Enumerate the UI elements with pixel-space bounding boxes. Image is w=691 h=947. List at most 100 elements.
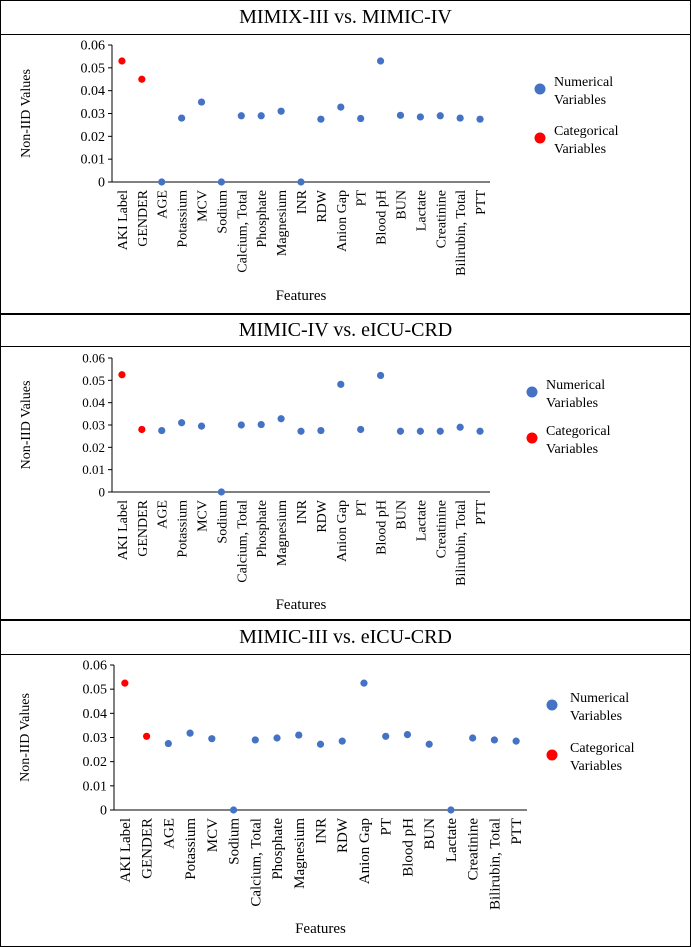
panel-1-legend-marker-2: [534, 132, 546, 144]
panel-1-category-label-creatinine: Creatinine: [434, 190, 449, 248]
panel-3-point-mcv: [208, 735, 216, 743]
panel-3-point-aki-label: [121, 679, 129, 687]
panel-2-legend-label-1-line1: Numerical: [546, 378, 605, 393]
panel-2-point-bun: [396, 427, 405, 435]
panel-3-ytick-label: 0.01: [83, 779, 108, 794]
panel-2-title: MIMIC-IV vs. eICU-CRD: [0, 314, 691, 347]
panel-3-category-label-anion-gap: Anion Gap: [357, 818, 373, 884]
panel-3-category-label-pt: PT: [379, 818, 395, 836]
panel-3-category-label-age: AGE: [161, 818, 177, 849]
panel-3-point-calcium-total: [251, 736, 259, 744]
panel-3-point-anion-gap: [360, 679, 368, 687]
panel-3-y-axis-label: Non-IID Values: [18, 693, 33, 782]
panel-2-category-label-calcium-total: Calcium, Total: [235, 500, 250, 583]
panel-1-legend-label-2-line2: Variables: [554, 142, 606, 157]
panel-1-category-label-pt: PT: [355, 190, 370, 207]
panel-3-category-label-blood-ph: Blood pH: [400, 818, 416, 877]
panel-2-ytick-label: 0.01: [82, 462, 105, 477]
panel-1-category-label-anion-gap: Anion Gap: [335, 190, 350, 252]
panel-2-category-label-anion-gap: Anion Gap: [335, 500, 350, 562]
panel-1-point-potassium: [178, 114, 186, 122]
panel-2-point-aki-label: [118, 371, 126, 379]
panel-3-category-label-magnesium: Magnesium: [292, 818, 308, 889]
panel-2-point-anion-gap: [337, 380, 345, 388]
panel-2-category-label-magnesium: Magnesium: [275, 500, 290, 566]
panel-1-ytick-label: 0.03: [81, 107, 106, 122]
panel-1-point-inr: [297, 178, 305, 186]
panel-2-legend-marker-1: [526, 386, 538, 398]
panel-3-ytick-label: 0.02: [83, 755, 108, 770]
panel-1-category-label-potassium: Potassium: [176, 190, 191, 248]
panel-2-legend-label-2-line1: Categorical: [546, 424, 611, 439]
panel-1-point-ptt: [476, 115, 484, 123]
panel-1-chart: 0 0.01 0.02 0.03 0.04 0.05 0.06 Non-IID Values A…: [19, 39, 619, 305]
panel-2-point-inr: [297, 427, 305, 435]
panel-3-point-pt: [382, 732, 390, 740]
panel-3-ytick-label: 0.05: [83, 683, 108, 698]
panel-2-point-ptt: [476, 427, 484, 435]
panel-2-x-axis-label: Features: [276, 597, 327, 613]
panel-3-chart: 0 0.01 0.02 0.03 0.04 0.05 0.06 Non-IID Values A…: [18, 659, 635, 938]
panel-2-chart: 0 0.01 0.02 0.03 0.04 0.05 0.06 Non-IID Values A…: [19, 351, 611, 614]
panel-3-category-label-lactate: Lactate: [444, 818, 460, 862]
panel-1-category-label-mcv: MCV: [196, 190, 211, 222]
panel-2-point-blood-ph: [376, 371, 385, 380]
panel-1-category-label-ptt: PTT: [474, 190, 489, 215]
panel-1-ytick-label: 0.05: [81, 61, 106, 76]
panel-3-category-label-bilirubin-total: Bilirubin, Total: [487, 818, 503, 910]
panel-2-legend-marker-2: [526, 432, 538, 444]
panel-3-point-age: [164, 739, 172, 748]
panel-2-ytick-label: 0.06: [82, 351, 105, 366]
panel-3-frame: [0, 655, 691, 947]
panel-2-point-magnesium: [277, 415, 285, 423]
panel-1-point-mcv: [197, 98, 206, 106]
panel-1-category-label-inr: INR: [295, 189, 310, 214]
panel-2-point-age: [158, 426, 166, 435]
panel-2-category-label-rdw: RDW: [315, 499, 330, 532]
panel-1-point-phosphate: [257, 112, 265, 120]
panel-2-category-label-inr: INR: [295, 499, 310, 524]
panel-3-point-blood-ph: [403, 731, 412, 739]
panel-2-category-label-blood-ph: Blood pH: [375, 500, 390, 555]
panel-1-category-label-gender: GENDER: [136, 189, 151, 246]
panel-3-category-label-mcv: MCV: [205, 818, 221, 852]
panel-3-category-label-gender: GENDER: [140, 818, 156, 879]
panel-2-ytick-label: 0.05: [82, 373, 105, 388]
panel-2-point-calcium-total: [237, 421, 245, 429]
panel-1-point-anion-gap: [337, 103, 345, 111]
panel-1-point-creatinine: [436, 112, 444, 120]
panel-1-category-label-calcium-total: Calcium, Total: [235, 190, 250, 273]
panel-1-category-label-magnesium: Magnesium: [275, 190, 290, 256]
panel-2-point-bilirubin-total: [456, 423, 464, 431]
panel-3-point-gender: [143, 732, 151, 740]
panel-2-category-label-bun: BUN: [394, 500, 409, 530]
panel-2-category-label-age: AGE: [156, 500, 171, 529]
panel-2-category-label-aki-label: AKI Label: [116, 500, 131, 560]
panel-1-legend-label-1-line2: Variables: [554, 93, 606, 108]
panel-3-legend-marker-2: [546, 749, 558, 761]
panel-1-point-aki-label: [118, 57, 126, 65]
panel-1-category-label-bun: BUN: [394, 190, 409, 220]
panel-2-point-phosphate: [257, 420, 265, 429]
panel-1-title: MIMIX-III vs. MIMIC-IV: [0, 0, 691, 35]
panel-2-ytick-label: 0: [99, 485, 106, 500]
panel-3-point-creatinine: [469, 734, 477, 742]
panel-2-category-label-mcv: MCV: [196, 500, 211, 532]
panel-3-category-label-calcium-total: Calcium, Total: [248, 818, 264, 907]
panel-1-point-gender: [138, 75, 146, 83]
panel-3-x-axis-label: Features: [295, 921, 346, 937]
panel-2-point-sodium: [217, 488, 226, 496]
panel-1-point-pt: [357, 114, 365, 123]
panel-1-point-blood-ph: [376, 57, 385, 65]
panel-2-category-label-bilirubin-total: Bilirubin, Total: [454, 500, 469, 586]
panel-2-category-label-potassium: Potassium: [176, 500, 191, 558]
panel-1-ytick-label: 0.02: [81, 130, 106, 145]
panel-1-point-calcium-total: [237, 112, 245, 120]
panel-1-point-sodium: [217, 178, 226, 186]
panel-1-point-rdw: [317, 115, 325, 123]
panel-1-x-axis-label: Features: [276, 288, 327, 304]
panel-2-y-axis-label: Non-IID Values: [19, 381, 34, 470]
panel-2-category-label-sodium: Sodium: [215, 500, 230, 544]
panel-2-category-label-pt: PT: [355, 500, 370, 517]
